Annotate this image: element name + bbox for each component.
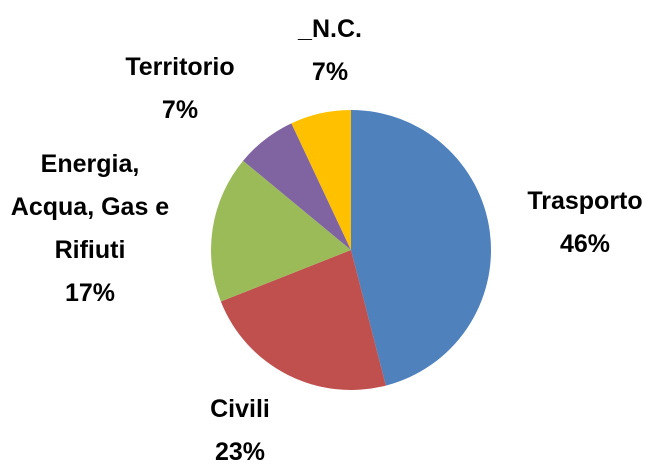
pie-slice [291,110,351,250]
pie-slice [243,123,351,250]
pie-slice [220,250,386,390]
value-label: 46% [559,230,611,258]
value-label: 7% [161,96,199,124]
pie-slice [211,160,351,302]
value-label: 7% [311,58,349,86]
slice-label: Civili 23% [155,388,325,467]
pie-slice [351,110,492,386]
slice-label: _N.C. 7% [245,8,415,94]
category-label: Territorio [125,53,235,81]
category-label: Civili [210,395,270,423]
category-label: _N.C. [298,15,362,43]
slice-label: Territorio 7% [95,46,265,132]
category-label: Trasporto [527,187,643,215]
slice-label: Trasporto 46% [500,180,658,266]
category-label: Energia, Acqua, Gas e Rifiuti [10,150,170,264]
value-label: 23% [214,438,266,466]
slice-label: Energia, Acqua, Gas e Rifiuti 17% [0,143,180,315]
value-label: 17% [64,279,116,307]
